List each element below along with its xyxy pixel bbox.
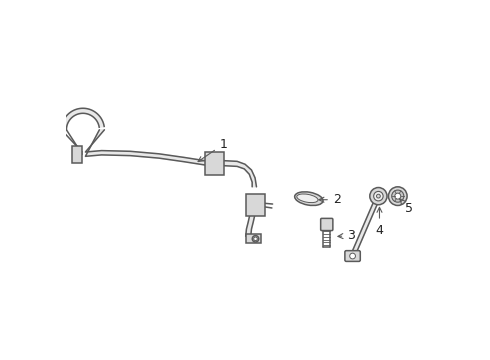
Circle shape (395, 193, 401, 199)
Text: 4: 4 (375, 207, 383, 237)
Circle shape (254, 237, 257, 240)
FancyBboxPatch shape (320, 219, 333, 230)
Polygon shape (85, 130, 209, 166)
Circle shape (374, 192, 383, 201)
Text: 2: 2 (319, 193, 341, 206)
Circle shape (389, 187, 407, 206)
FancyBboxPatch shape (345, 251, 360, 261)
Circle shape (392, 190, 404, 202)
Bar (72, 145, 82, 163)
Polygon shape (223, 161, 256, 187)
Text: 5: 5 (400, 199, 413, 215)
Circle shape (370, 188, 387, 205)
Text: 1: 1 (198, 138, 227, 162)
Bar (245, 234, 261, 243)
FancyBboxPatch shape (246, 194, 266, 216)
Circle shape (350, 253, 355, 259)
Circle shape (252, 235, 259, 242)
FancyBboxPatch shape (205, 152, 224, 175)
Polygon shape (245, 216, 255, 236)
Polygon shape (351, 195, 380, 257)
Text: 3: 3 (338, 229, 355, 242)
Ellipse shape (294, 192, 323, 206)
Circle shape (376, 194, 380, 198)
Polygon shape (61, 108, 104, 130)
Ellipse shape (297, 194, 318, 203)
